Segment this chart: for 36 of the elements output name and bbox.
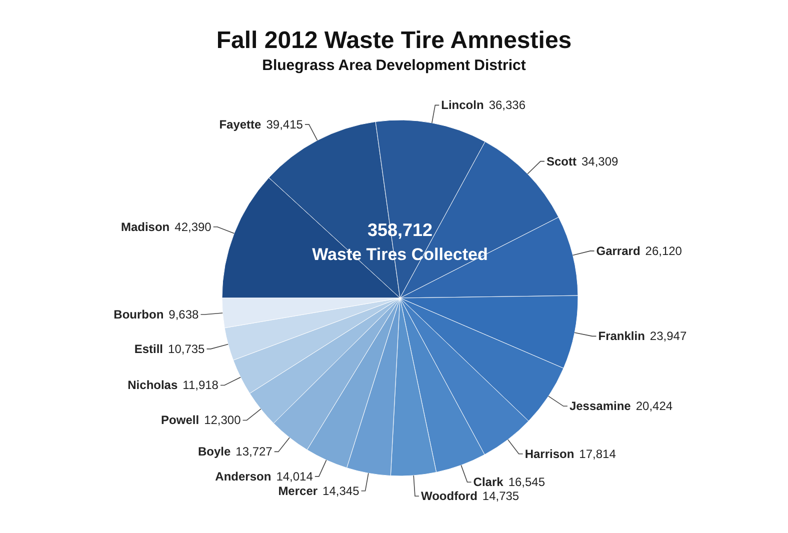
slice-label: Madison	[120, 220, 170, 234]
data-label: 42,390	[174, 220, 212, 234]
slice-label: Bourbon	[114, 308, 164, 322]
data-label: 14,014	[276, 469, 314, 484]
slice-label: Nicholas	[128, 378, 178, 392]
data-label: 13,727	[236, 444, 273, 459]
data-label: 26,120	[645, 244, 682, 258]
data-label: 20,424	[636, 399, 673, 414]
slice-label: Estill	[134, 342, 164, 356]
slice-label: Boyle	[198, 444, 231, 459]
slice-label: Powell	[161, 413, 200, 428]
chart-subtitle: Bluegrass Area Development District	[262, 57, 526, 74]
slice-label: Harrison	[524, 446, 574, 461]
slice-label: Anderson	[215, 469, 272, 484]
data-label: 9,638	[168, 308, 200, 322]
data-label: 23,947	[650, 329, 687, 344]
slice-label: Clark	[473, 475, 504, 490]
chart-title: Fall 2012 Waste Tire Amnesties	[216, 27, 572, 54]
data-label: 17,814	[579, 446, 616, 461]
slice-label: Mercer	[278, 484, 318, 498]
slice-label: Garrard	[596, 244, 640, 258]
slice-label: Woodford	[420, 489, 478, 504]
data-label: 39,415	[266, 117, 304, 132]
data-label: 11,918	[182, 378, 219, 392]
data-label: 34,309	[581, 154, 618, 168]
data-label: 14,735	[482, 489, 520, 504]
data-label: 10,735	[168, 342, 206, 356]
slice-label: Lincoln	[441, 98, 484, 112]
slice-label: Scott	[546, 154, 576, 168]
slice-label: Franklin	[598, 329, 645, 344]
data-label: 14,345	[322, 484, 360, 498]
data-label: 16,545	[508, 475, 546, 490]
data-label: 12,300	[204, 413, 242, 428]
data-label: 36,336	[488, 98, 526, 112]
slice-label: Jessamine	[569, 399, 632, 414]
slice-label: Fayette	[219, 117, 262, 132]
